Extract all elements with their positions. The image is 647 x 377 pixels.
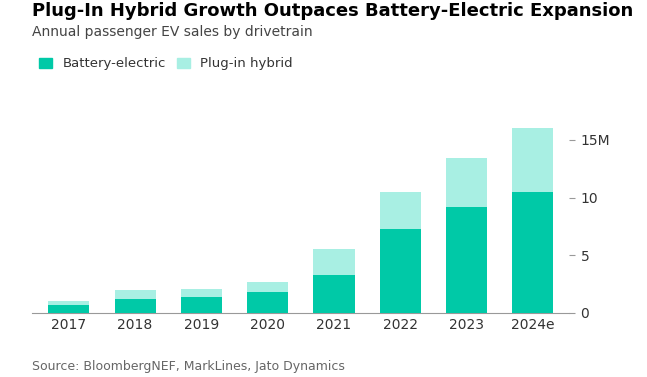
Bar	[446, 207, 487, 313]
Bar	[181, 289, 222, 297]
Bar	[181, 297, 222, 313]
Bar	[380, 229, 421, 313]
Bar	[115, 290, 156, 299]
Bar	[247, 282, 289, 292]
Bar	[512, 129, 553, 192]
Text: Annual passenger EV sales by drivetrain: Annual passenger EV sales by drivetrain	[32, 25, 313, 38]
Legend: Battery-electric, Plug-in hybrid: Battery-electric, Plug-in hybrid	[39, 57, 293, 70]
Bar	[313, 275, 355, 313]
Text: Source: BloombergNEF, MarkLines, Jato Dynamics: Source: BloombergNEF, MarkLines, Jato Dy…	[32, 360, 345, 373]
Bar	[49, 301, 89, 305]
Bar	[247, 292, 289, 313]
Bar	[313, 250, 355, 275]
Bar	[49, 305, 89, 313]
Bar	[446, 158, 487, 207]
Bar	[512, 192, 553, 313]
Bar	[115, 299, 156, 313]
Bar	[380, 192, 421, 229]
Text: Plug-In Hybrid Growth Outpaces Battery-Electric Expansion: Plug-In Hybrid Growth Outpaces Battery-E…	[32, 2, 633, 20]
